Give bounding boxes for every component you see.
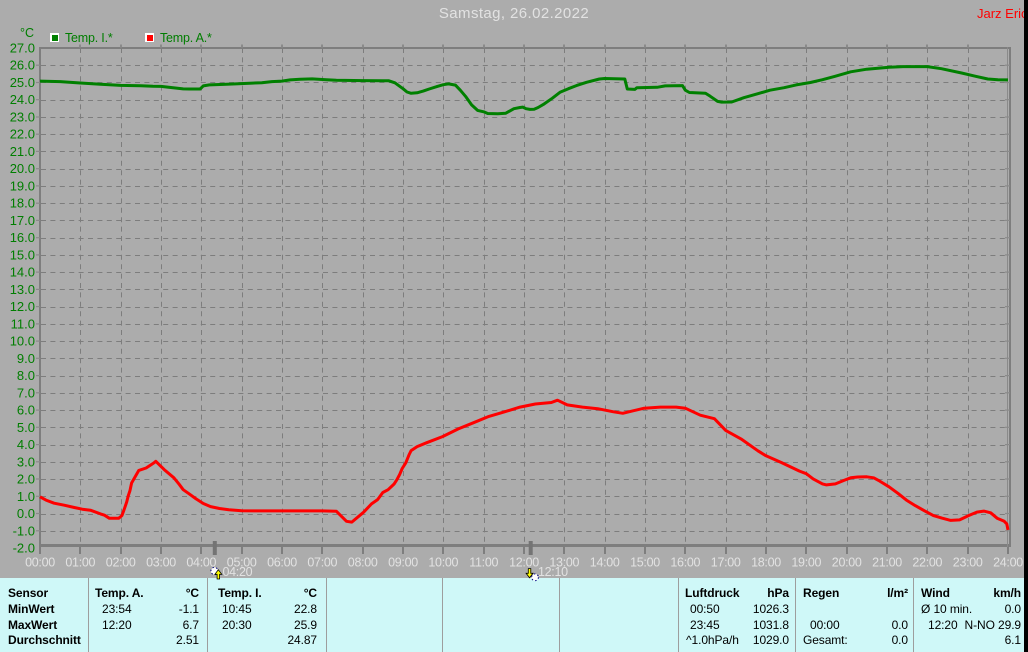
- svg-text:18:00: 18:00: [751, 556, 781, 570]
- svg-text:-2.0: -2.0: [13, 541, 35, 556]
- svg-text:9.0: 9.0: [17, 351, 35, 366]
- svg-text:1.0: 1.0: [17, 489, 35, 504]
- svg-text:3.0: 3.0: [17, 454, 35, 469]
- svg-text:11.0: 11.0: [11, 316, 35, 331]
- svg-text:0.0: 0.0: [17, 506, 35, 521]
- svg-text:21.0: 21.0: [10, 144, 35, 159]
- svg-text:01:00: 01:00: [65, 556, 95, 570]
- svg-text:7.0: 7.0: [17, 385, 35, 400]
- svg-text:17:00: 17:00: [711, 556, 741, 570]
- svg-text:10.0: 10.0: [10, 334, 35, 349]
- svg-text:02:00: 02:00: [106, 556, 136, 570]
- svg-text:08:00: 08:00: [348, 556, 378, 570]
- svg-text:23.0: 23.0: [10, 110, 35, 125]
- svg-text:06:00: 06:00: [267, 556, 297, 570]
- svg-text:4.0: 4.0: [17, 437, 35, 452]
- svg-text:25.0: 25.0: [10, 75, 35, 90]
- svg-text:6.0: 6.0: [17, 403, 35, 418]
- svg-text:21:00: 21:00: [872, 556, 902, 570]
- svg-text:8.0: 8.0: [17, 368, 35, 383]
- svg-text:13.0: 13.0: [10, 282, 35, 297]
- svg-text:11:00: 11:00: [469, 556, 498, 570]
- svg-text:15:00: 15:00: [630, 556, 660, 570]
- svg-text:05:00: 05:00: [227, 556, 257, 570]
- svg-text:07:00: 07:00: [307, 556, 337, 570]
- svg-text:14.0: 14.0: [10, 265, 35, 280]
- svg-text:24:00: 24:00: [993, 556, 1023, 570]
- svg-text:22:00: 22:00: [912, 556, 942, 570]
- svg-text:19:00: 19:00: [791, 556, 821, 570]
- svg-text:17.0: 17.0: [10, 213, 35, 228]
- svg-text:23:00: 23:00: [953, 556, 983, 570]
- svg-text:10:00: 10:00: [428, 556, 458, 570]
- svg-text:09:00: 09:00: [388, 556, 418, 570]
- svg-text:00:00: 00:00: [25, 556, 55, 570]
- svg-text:14:00: 14:00: [590, 556, 620, 570]
- svg-text:18.0: 18.0: [10, 196, 35, 211]
- svg-text:16.0: 16.0: [10, 230, 35, 245]
- svg-text:24.0: 24.0: [10, 92, 35, 107]
- svg-text:15.0: 15.0: [10, 247, 35, 262]
- svg-text:20.0: 20.0: [10, 161, 35, 176]
- svg-text:2.0: 2.0: [17, 472, 35, 487]
- svg-text:12.0: 12.0: [10, 299, 35, 314]
- svg-text:12:00: 12:00: [509, 556, 539, 570]
- svg-text:26.0: 26.0: [10, 58, 35, 73]
- svg-text:03:00: 03:00: [146, 556, 176, 570]
- svg-text:16:00: 16:00: [670, 556, 700, 570]
- svg-text:04:20: 04:20: [223, 565, 253, 579]
- svg-text:12:10: 12:10: [538, 565, 568, 579]
- svg-text:27.0: 27.0: [10, 41, 35, 56]
- svg-text:5.0: 5.0: [17, 420, 35, 435]
- svg-text:20:00: 20:00: [832, 556, 862, 570]
- svg-text:22.0: 22.0: [10, 127, 35, 142]
- svg-text:-1.0: -1.0: [13, 523, 35, 538]
- svg-text:19.0: 19.0: [10, 178, 35, 193]
- svg-text:13:00: 13:00: [549, 556, 579, 570]
- svg-text:04:00: 04:00: [186, 556, 216, 570]
